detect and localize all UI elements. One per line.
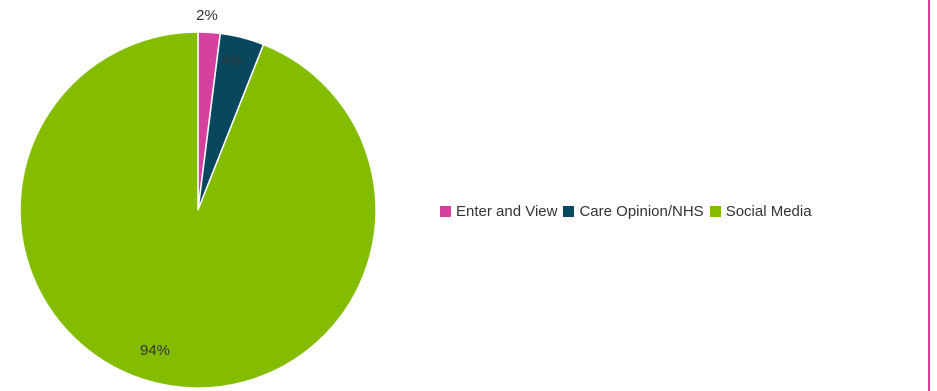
legend-item-enter-and-view: Enter and View (440, 203, 557, 220)
frame-border (928, 0, 930, 391)
legend-label-enter-and-view: Enter and View (456, 203, 558, 220)
pie-slice-social-media (19, 31, 377, 389)
data-label-social-media: 94% (140, 342, 170, 359)
legend-label-care-opinion-nhs: Care Opinion/NHS (579, 203, 704, 220)
data-label-enter-and-view: 2% (196, 7, 218, 24)
data-label-care-opinion-nhs: 4% (221, 53, 243, 70)
legend-swatch-social-media (709, 206, 721, 217)
legend: Enter and View Care Opinion/NHS Social M… (440, 203, 818, 220)
legend-swatch-enter-and-view (440, 206, 451, 217)
legend-item-social-media: Social Media (709, 203, 812, 220)
legend-label-social-media: Social Media (725, 203, 812, 220)
legend-swatch-care-opinion-nhs (563, 206, 575, 217)
legend-item-care-opinion-nhs: Care Opinion/NHS (563, 203, 704, 220)
